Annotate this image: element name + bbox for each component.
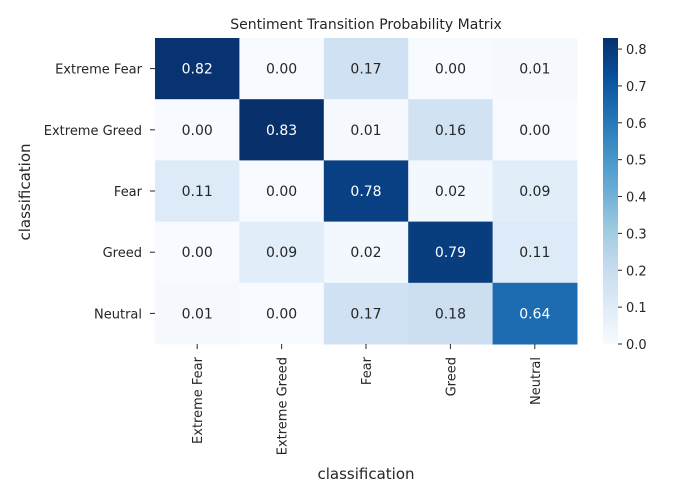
x-tick-label: Neutral — [529, 357, 544, 405]
cell-value-label: 0.09 — [266, 245, 297, 261]
heatmap-cell — [492, 99, 578, 161]
heatmap-cell — [323, 38, 409, 100]
colorbar — [603, 38, 618, 344]
heatmap-cell — [239, 282, 325, 345]
cell-value-label: 0.83 — [266, 123, 297, 139]
cell-value-label: 0.00 — [182, 245, 213, 261]
cell-value-label: 0.01 — [182, 306, 213, 322]
x-axis-label: classification — [317, 465, 414, 483]
y-tick-label: Extreme Fear — [55, 63, 143, 78]
heatmap-cell — [492, 38, 578, 100]
heatmap-cell — [408, 160, 494, 223]
x-tick-labels: Extreme Fear Extreme Greed Fear Greed Neutra… — [191, 344, 544, 455]
colorbar-ticks: 0.0 0.1 0.2 0.3 0.4 0.5 0.6 0.7 0.8 — [618, 43, 647, 353]
cell-value-label: 0.09 — [519, 184, 550, 200]
colorbar-tick-label: 0.2 — [626, 264, 647, 279]
colorbar-tick-label: 0.1 — [626, 301, 647, 316]
cell-value-label: 0.18 — [435, 306, 466, 322]
cell-value-label: 0.00 — [266, 62, 297, 78]
y-tick-labels: Extreme Fear Extreme Greed Fear Greed Neutra… — [44, 63, 155, 322]
x-tick-label: Greed — [444, 357, 459, 396]
cell-value-label: 0.82 — [182, 62, 213, 78]
heatmap-cell — [408, 38, 494, 100]
y-axis-label: classification — [16, 143, 34, 240]
heatmap-cell — [239, 160, 325, 223]
cell-value-label: 0.01 — [519, 62, 550, 78]
colorbar-tick-label: 0.3 — [626, 227, 647, 242]
heatmap-cell — [155, 160, 240, 223]
heatmap-cell — [323, 160, 409, 223]
cell-value-label: 0.64 — [519, 306, 550, 322]
heatmap-cells — [155, 38, 578, 345]
cell-value-label: 0.00 — [519, 123, 550, 139]
heatmap-cell — [408, 99, 494, 161]
cell-value-label: 0.78 — [350, 184, 381, 200]
colorbar-tick-label: 0.6 — [626, 117, 647, 132]
heatmap-cell — [155, 221, 240, 284]
cell-value-label: 0.79 — [435, 245, 466, 261]
colorbar-tick-label: 0.8 — [626, 43, 647, 58]
heatmap-cell — [492, 282, 578, 345]
cell-value-label: 0.02 — [435, 184, 466, 200]
cell-value-label: 0.17 — [350, 62, 381, 78]
heatmap-cell — [492, 221, 578, 284]
heatmap-cell — [239, 221, 325, 284]
cell-value-label: 0.00 — [266, 306, 297, 322]
cell-value-label: 0.17 — [350, 306, 381, 322]
heatmap-cell — [155, 99, 240, 161]
x-tick-label: Extreme Greed — [276, 357, 291, 455]
cell-value-label: 0.02 — [350, 245, 381, 261]
x-tick-label: Fear — [360, 356, 375, 385]
cell-value-label: 0.11 — [519, 245, 550, 261]
heatmap-cell — [408, 221, 494, 284]
cell-value-label: 0.16 — [435, 123, 466, 139]
colorbar-tick-label: 0.5 — [626, 154, 647, 169]
cell-value-label: 0.01 — [350, 123, 381, 139]
heatmap-cell — [323, 282, 409, 345]
colorbar-tick-label: 0.0 — [626, 338, 647, 353]
heatmap-cell — [155, 38, 240, 100]
heatmap-cell — [323, 221, 409, 284]
cell-value-labels: 0.82 0.00 0.17 0.00 0.01 0.00 0.83 0.01 0.16 0.00… — [182, 62, 551, 323]
chart-title: Sentiment Transition Probability Matrix — [230, 17, 502, 33]
colorbar-tick-label: 0.7 — [626, 80, 647, 95]
cell-value-label: 0.00 — [182, 123, 213, 139]
heatmap-cell — [155, 282, 240, 345]
x-tick-label: Extreme Fear — [191, 356, 206, 444]
y-tick-label: Greed — [103, 246, 142, 261]
y-tick-label: Fear — [114, 185, 143, 200]
heatmap-cell — [239, 99, 325, 161]
heatmap-cell — [408, 282, 494, 345]
heatmap-cell — [323, 99, 409, 161]
heatmap-cell — [239, 38, 325, 100]
heatmap-cell — [492, 160, 578, 223]
colorbar-tick-label: 0.4 — [626, 191, 647, 206]
y-tick-label: Neutral — [94, 307, 142, 322]
cell-value-label: 0.11 — [182, 184, 213, 200]
cell-value-label: 0.00 — [435, 62, 466, 78]
y-tick-label: Extreme Greed — [44, 124, 142, 139]
cell-value-label: 0.00 — [266, 184, 297, 200]
